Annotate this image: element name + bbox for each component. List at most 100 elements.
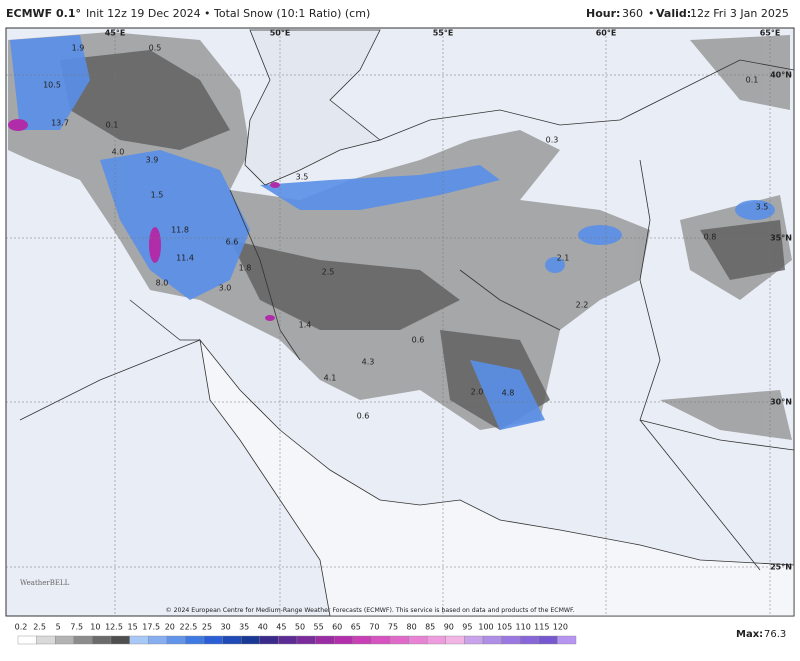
point-value: 2.2 xyxy=(576,301,589,310)
colorbar-label: 12.5 xyxy=(105,623,123,632)
point-value: 1.4 xyxy=(299,321,312,330)
caspian-sea xyxy=(244,29,381,186)
colorbar-cell xyxy=(557,635,577,645)
grid-labels: 45°E 50°E 55°E 60°E 65°E 40°N 35°N 30°N 25°N xyxy=(105,29,792,572)
colorbar-cell xyxy=(427,635,447,645)
grid-label: 65°E xyxy=(760,29,781,38)
copyright: © 2024 European Centre for Medium-Range … xyxy=(165,606,574,614)
graticule xyxy=(6,28,794,616)
point-value: 4.1 xyxy=(324,374,337,383)
colorbar-cell xyxy=(482,635,502,645)
colorbar-label: 75 xyxy=(388,623,398,632)
colorbar-cell xyxy=(389,635,409,645)
point-value: 4.0 xyxy=(112,148,125,157)
colorbar-label: 2.5 xyxy=(33,623,46,632)
separator: • xyxy=(204,7,211,20)
colorbar-cell xyxy=(36,635,56,645)
hour-label: Hour: xyxy=(586,7,620,20)
point-values: 10.5 13.7 1.9 0.5 0.1 4.0 3.9 1.5 11.8 11.4 6.6 8.0… xyxy=(43,44,768,421)
point-value: 3.5 xyxy=(296,173,309,182)
point-value: 10.5 xyxy=(43,81,61,90)
colorbar-label: 40 xyxy=(258,623,268,632)
point-value: 0.8 xyxy=(704,233,717,242)
valid: 12z Fri 3 Jan 2025 xyxy=(690,7,789,20)
colorbar-cell xyxy=(501,635,521,645)
colorbar-cell xyxy=(278,635,298,645)
separator: • xyxy=(648,7,655,20)
point-value: 4.8 xyxy=(502,389,515,398)
colorbar-label: 70 xyxy=(369,623,379,632)
colorbar-cell xyxy=(408,635,428,645)
colorbar-label: 7.5 xyxy=(70,623,83,632)
colorbar-label: 35 xyxy=(239,623,249,632)
colorbar-cell xyxy=(166,635,186,645)
point-value: 8.0 xyxy=(156,279,169,288)
product: Total Snow (10:1 Ratio) (cm) xyxy=(213,7,370,20)
colorbar-label: 65 xyxy=(351,623,361,632)
colorbar-label: 30 xyxy=(221,623,231,632)
snow-blue xyxy=(10,35,775,430)
point-value: 0.1 xyxy=(106,121,119,130)
colorbar-cell xyxy=(352,635,372,645)
colorbar-cell xyxy=(371,635,391,645)
colorbar-label: 45 xyxy=(276,623,286,632)
colorbar-cell xyxy=(129,635,149,645)
colorbar-cell xyxy=(203,635,223,645)
point-value: 4.3 xyxy=(362,358,375,367)
colorbar-label: 115 xyxy=(534,623,549,632)
point-value: 11.8 xyxy=(171,226,189,235)
colorbar-cell xyxy=(17,635,37,645)
max-value: 76.3 xyxy=(764,629,786,640)
grid-label: 30°N xyxy=(770,398,792,407)
colorbar-label: 20 xyxy=(165,623,175,632)
valid-label: Valid: xyxy=(656,7,691,20)
colorbar-label: 90 xyxy=(444,623,454,632)
borders xyxy=(19,29,795,617)
point-value: 0.1 xyxy=(746,76,759,85)
point-value: 2.0 xyxy=(471,388,484,397)
point-value: 3.9 xyxy=(146,156,159,165)
colorbar-cell xyxy=(240,635,260,645)
colorbar-label: 22.5 xyxy=(179,623,197,632)
colorbar-cell xyxy=(334,635,354,645)
point-value: 0.3 xyxy=(546,136,559,145)
point-value: 3.5 xyxy=(756,203,769,212)
point-value: 3.0 xyxy=(219,284,232,293)
point-value: 13.7 xyxy=(51,119,69,128)
colorbar-cell xyxy=(147,635,167,645)
point-value: 2.1 xyxy=(557,254,570,263)
colorbar-label: 80 xyxy=(407,623,417,632)
grid-label: 40°N xyxy=(770,71,792,80)
grid-label: 35°N xyxy=(770,234,792,243)
colorbar-label: 15 xyxy=(128,623,138,632)
grid-label: 60°E xyxy=(596,29,617,38)
colorbar-cell xyxy=(73,635,93,645)
colorbar-label: 95 xyxy=(462,623,472,632)
colorbar: 0.2 2.5 5 7.5 10 12.5 15 17.5 20 22.5 25 30 35 40 45 50… xyxy=(15,623,577,645)
colorbar-cell xyxy=(520,635,540,645)
colorbar-cell xyxy=(259,635,279,645)
point-value: 0.6 xyxy=(357,412,370,421)
colorbar-label: 10 xyxy=(90,623,100,632)
grid-label: 45°E xyxy=(105,29,126,38)
colorbar-label: 50 xyxy=(295,623,305,632)
colorbar-cell xyxy=(464,635,484,645)
map xyxy=(5,27,795,617)
point-value: 11.4 xyxy=(176,254,194,263)
init: Init 12z 19 Dec 2024 xyxy=(86,7,201,20)
hour: 360 xyxy=(622,7,643,20)
colorbar-label: 105 xyxy=(497,623,512,632)
colorbar-cell xyxy=(55,635,75,645)
grid-label: 25°N xyxy=(770,563,792,572)
colorbar-label: 110 xyxy=(516,623,531,632)
max-label: Max: xyxy=(736,629,763,640)
grid-label: 55°E xyxy=(433,29,454,38)
point-value: 6.6 xyxy=(226,238,239,247)
point-value: 0.5 xyxy=(149,44,162,53)
colorbar-label: 60 xyxy=(332,623,342,632)
point-value: 1.5 xyxy=(151,191,164,200)
colorbar-label: 100 xyxy=(478,623,493,632)
logo: WeatherBELL xyxy=(20,579,70,587)
